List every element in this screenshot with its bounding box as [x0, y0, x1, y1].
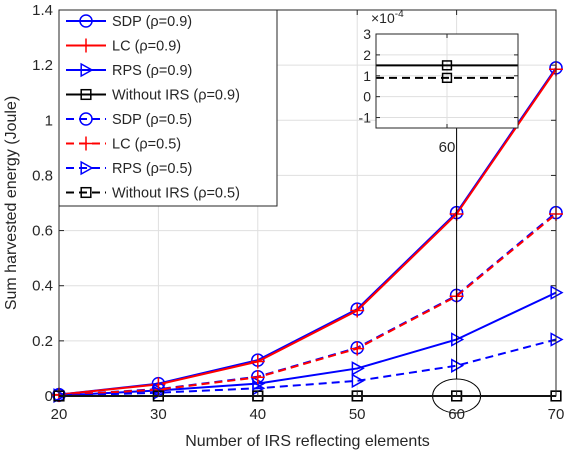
x-axis-label: Number of IRS reflecting elements [185, 433, 430, 450]
data-point [451, 332, 465, 347]
legend-marker [80, 88, 92, 101]
legend-label: LC (ρ=0.9) [112, 39, 181, 55]
y-tick-label: 0.2 [32, 333, 53, 350]
inset-y-tick-label: 0 [363, 89, 371, 105]
data-point [550, 332, 564, 347]
inset-x-tick-label: 60 [439, 139, 456, 156]
inset-y-tick-label: 2 [363, 47, 371, 63]
legend-label: RPS (ρ=0.5) [112, 161, 192, 177]
inset-y-tick-label: -1 [359, 110, 372, 126]
data-point [550, 285, 564, 300]
data-point [351, 373, 365, 389]
legend-entry: SDP (ρ=0.9) [66, 14, 192, 30]
y-tick-label: 1 [45, 112, 53, 129]
y-tick-label: 0.4 [32, 278, 53, 295]
y-axis-label: Sum harvested energy (Joule) [3, 96, 20, 310]
legend-entry: RPS (ρ=0.5) [66, 160, 192, 177]
series-line [58, 213, 557, 397]
legend-label: RPS (ρ=0.9) [112, 63, 192, 79]
inset-series [376, 60, 518, 84]
x-tick-label: 60 [448, 406, 465, 423]
legend-label: SDP (ρ=0.9) [112, 14, 192, 30]
legend-entry: RPS (ρ=0.9) [66, 62, 192, 79]
legend-label: Without IRS (ρ=0.9) [112, 88, 240, 104]
x-tick-label: 50 [349, 406, 366, 423]
legend-marker [79, 14, 93, 28]
legend-marker [79, 136, 93, 151]
legend: SDP (ρ=0.9) LC (ρ=0.9) RPS (ρ=0.9) Without … [58, 9, 278, 207]
y-tick-label: 0.8 [32, 167, 53, 184]
legend-marker [79, 38, 93, 53]
inset-series-line [376, 72, 518, 84]
inset-y-tick-label: 3 [363, 26, 371, 42]
legend-entry: LC (ρ=0.9) [66, 38, 181, 55]
legend-label: LC (ρ=0.5) [112, 137, 181, 153]
data-point [250, 370, 265, 385]
data-point [350, 303, 365, 318]
inset-chart: 3 2 1 0 -1 60 ×10-4 [359, 9, 519, 156]
data-point [250, 354, 265, 369]
legend-label: Without IRS (ρ=0.5) [112, 186, 240, 202]
y-tick-label: 0.6 [32, 223, 53, 240]
x-tick-label: 30 [150, 406, 167, 423]
x-tick-label: 20 [51, 406, 68, 423]
y-tick-label: 1.4 [32, 2, 53, 19]
inset-series-line [376, 60, 518, 71]
legend-label: SDP (ρ=0.5) [112, 112, 192, 128]
legend-box [58, 9, 278, 207]
legend-entry: Without IRS (ρ=0.5) [66, 186, 240, 202]
data-point [350, 341, 365, 356]
x-tick-label: 70 [548, 406, 565, 423]
legend-marker [80, 62, 94, 78]
inset-data-point [441, 60, 453, 71]
x-tick-label: 40 [249, 406, 266, 423]
inset-scale-label: ×10-4 [371, 9, 404, 26]
legend-marker [80, 186, 92, 199]
legend-marker [79, 112, 93, 126]
inset-axes: 3 2 1 0 -1 60 [359, 26, 518, 156]
y-tick-label: 0 [45, 388, 53, 405]
legend-marker [80, 160, 94, 176]
series-line [58, 338, 557, 397]
legend-entry: Without IRS (ρ=0.9) [66, 88, 240, 104]
inset-y-tick-label: 1 [363, 68, 371, 84]
legend-entry: SDP (ρ=0.5) [66, 112, 192, 128]
y-tick-label: 1.2 [32, 57, 53, 74]
inset-data-point [441, 72, 453, 84]
data-point [351, 361, 365, 376]
data-point [451, 358, 465, 373]
series-line [58, 68, 557, 396]
legend-entry: LC (ρ=0.5) [66, 136, 181, 153]
